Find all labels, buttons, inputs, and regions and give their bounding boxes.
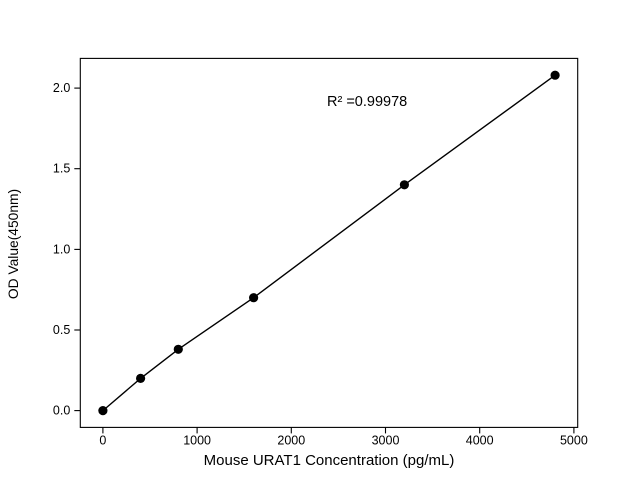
svg-text:R² =0.99978: R² =0.99978 (327, 94, 407, 110)
svg-text:1.5: 1.5 (53, 162, 70, 176)
svg-text:1.0: 1.0 (53, 242, 70, 256)
svg-text:2.0: 2.0 (53, 81, 70, 95)
svg-text:4000: 4000 (466, 434, 494, 448)
svg-text:OD Value(450nm): OD Value(450nm) (6, 189, 21, 299)
svg-text:0: 0 (99, 434, 106, 448)
svg-text:1000: 1000 (183, 434, 211, 448)
svg-text:0.0: 0.0 (53, 404, 70, 418)
svg-text:5000: 5000 (560, 434, 588, 448)
svg-text:0.5: 0.5 (53, 323, 70, 337)
svg-text:Mouse URAT1 Concentration (pg/: Mouse URAT1 Concentration (pg/mL) (204, 452, 455, 469)
svg-text:2000: 2000 (277, 434, 305, 448)
svg-text:3000: 3000 (372, 434, 400, 448)
